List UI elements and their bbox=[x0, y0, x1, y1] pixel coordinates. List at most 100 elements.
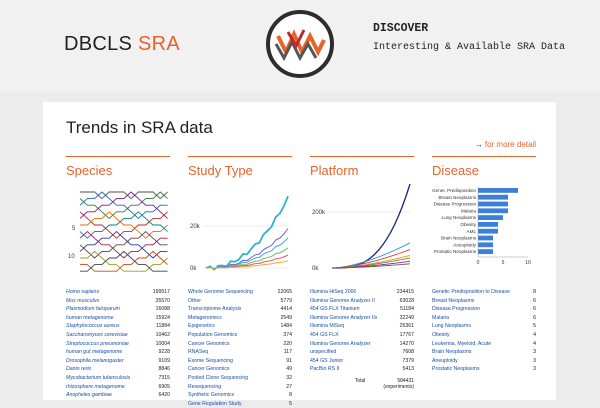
disease-row[interactable]: Aneuploidy 3 bbox=[432, 357, 536, 366]
study-row[interactable]: Cancer Genomics 220 bbox=[188, 340, 292, 349]
platform-row[interactable]: Illumina HiSeq 2000 234415 bbox=[310, 288, 414, 297]
species-row[interactable]: Mus musculus 35570 bbox=[66, 297, 170, 306]
platform-row-label[interactable]: unspecified bbox=[310, 349, 337, 356]
study-row[interactable]: Pooled Clone Sequencing 32 bbox=[188, 374, 292, 383]
platform-row-label[interactable]: Illumina Genome Analyzer II bbox=[310, 297, 375, 304]
disease-row[interactable]: Brain Neoplasms 3 bbox=[432, 348, 536, 357]
species-row[interactable]: Streptococcus pneumoniae 10004 bbox=[66, 340, 170, 349]
species-row-label[interactable]: Streptococcus pneumoniae bbox=[66, 340, 129, 347]
platform-row[interactable]: unspecified 7608 bbox=[310, 348, 414, 357]
platform-row[interactable]: PacBio RS II 5413 bbox=[310, 365, 414, 374]
disease-row[interactable]: Lung Neoplasms 5 bbox=[432, 322, 536, 331]
platform-row-label[interactable]: 454 GS FLX Titanium bbox=[310, 306, 360, 313]
species-row[interactable]: Plasmodium falciparum 16088 bbox=[66, 305, 170, 314]
study-row-label[interactable]: Metagenomics bbox=[188, 314, 222, 321]
species-row[interactable]: Saccharomyces cerevisiae 10462 bbox=[66, 331, 170, 340]
species-row-label[interactable]: Homo sapiens bbox=[66, 289, 100, 295]
brand-logo[interactable]: DBCLS SRA bbox=[64, 33, 180, 56]
species-row[interactable]: Anopheles gambiae 6420 bbox=[66, 391, 170, 400]
platform-heading[interactable]: Platform bbox=[310, 156, 414, 182]
disease-row-label[interactable]: Leukemia, Myeloid, Acute bbox=[432, 340, 492, 347]
species-row-label[interactable]: rhizosphere metagenome bbox=[66, 383, 125, 390]
species-row[interactable]: Mycobacterium tuberculosis 7315 bbox=[66, 374, 170, 383]
study-row-label[interactable]: Cancer Genomics bbox=[188, 366, 230, 373]
study-row-label[interactable]: Other bbox=[188, 297, 201, 304]
species-row-label[interactable]: Drosophila melanogaster bbox=[66, 357, 124, 364]
study-row[interactable]: Synthetic Genomics 8 bbox=[188, 391, 292, 400]
study-row-label[interactable]: Synthetic Genomics bbox=[188, 392, 235, 399]
platform-row-label[interactable]: Illumina Genome Analyzer IIx bbox=[310, 314, 378, 321]
species-row[interactable]: Danio rerio 8846 bbox=[66, 365, 170, 374]
species-heading[interactable]: Species bbox=[66, 156, 170, 182]
disease-row[interactable]: Obesity 4 bbox=[432, 331, 536, 340]
species-row[interactable]: human metagenome 15924 bbox=[66, 314, 170, 323]
disease-row-label[interactable]: Genetic Predisposition to Disease bbox=[432, 289, 510, 295]
disease-row[interactable]: Disease Progression 6 bbox=[432, 305, 536, 314]
species-row-label[interactable]: Danio rerio bbox=[66, 366, 92, 373]
disease-row-label[interactable]: Disease Progression bbox=[432, 306, 480, 313]
platform-row-label[interactable]: 454 GS FLX bbox=[310, 331, 339, 338]
platform-row[interactable]: Illumina MiSeq 25361 bbox=[310, 322, 414, 331]
species-row-label[interactable]: Staphylococcus aureus bbox=[66, 323, 120, 330]
study-row[interactable]: Gene Regulation Study 5 bbox=[188, 400, 292, 408]
species-row-label[interactable]: Anopheles gambiae bbox=[66, 392, 112, 399]
study-row-label[interactable]: Population Genomics bbox=[188, 331, 238, 338]
disease-row-label[interactable]: Breast Neoplasms bbox=[432, 297, 475, 304]
study-row[interactable]: Exome Sequencing 91 bbox=[188, 357, 292, 366]
study-row[interactable]: Population Genomics 374 bbox=[188, 331, 292, 340]
study-row[interactable]: Cancer Genomics 49 bbox=[188, 365, 292, 374]
study-row-label[interactable]: Epigenetics bbox=[188, 323, 215, 330]
disease-row-label[interactable]: Brain Neoplasms bbox=[432, 349, 472, 356]
study-row[interactable]: Epigenetics 1484 bbox=[188, 322, 292, 331]
species-row[interactable]: human gut metagenome 9228 bbox=[66, 348, 170, 357]
disease-row[interactable]: Genetic Predisposition to Disease 8 bbox=[432, 288, 536, 297]
disease-row[interactable]: Leukemia, Myeloid, Acute 4 bbox=[432, 340, 536, 349]
disease-row-label[interactable]: Aneuploidy bbox=[432, 357, 458, 364]
dbcls-emblem-icon[interactable] bbox=[266, 10, 334, 78]
species-row-label[interactable]: human metagenome bbox=[66, 314, 114, 321]
species-row[interactable]: Homo sapiens 199517 bbox=[66, 288, 170, 297]
disease-row[interactable]: Prostatic Neoplasms 3 bbox=[432, 365, 536, 374]
study-row[interactable]: Metagenomics 2549 bbox=[188, 314, 292, 323]
platform-row-label[interactable]: PacBio RS II bbox=[310, 366, 340, 373]
more-detail-link[interactable]: → for more detail bbox=[475, 140, 536, 149]
platform-row[interactable]: Illumina Genome Analyzer 14270 bbox=[310, 340, 414, 349]
disease-row-label[interactable]: Obesity bbox=[432, 331, 450, 338]
platform-row[interactable]: 454 GS Junior 7379 bbox=[310, 357, 414, 366]
species-row[interactable]: rhizosphere metagenome 6905 bbox=[66, 383, 170, 392]
study-row-label[interactable]: Whole Genome Sequencing bbox=[188, 289, 253, 295]
study-row[interactable]: Resequencing 27 bbox=[188, 383, 292, 392]
platform-row-label[interactable]: Illumina MiSeq bbox=[310, 323, 345, 330]
species-row[interactable]: Staphylococcus aureus 11884 bbox=[66, 322, 170, 331]
platform-row[interactable]: Illumina Genome Analyzer IIx 32249 bbox=[310, 314, 414, 323]
disease-row[interactable]: Breast Neoplasms 6 bbox=[432, 297, 536, 306]
species-row-label[interactable]: human gut metagenome bbox=[66, 349, 123, 356]
study-row-label[interactable]: Pooled Clone Sequencing bbox=[188, 374, 248, 381]
study-row-label[interactable]: Gene Regulation Study bbox=[188, 400, 242, 407]
platform-row-label[interactable]: 454 GS Junior bbox=[310, 357, 344, 364]
platform-row-label[interactable]: Illumina HiSeq 2000 bbox=[310, 289, 357, 295]
disease-row-label[interactable]: Malaria bbox=[432, 314, 450, 321]
study-row[interactable]: Other 5779 bbox=[188, 297, 292, 306]
study-row-label[interactable]: Cancer Genomics bbox=[188, 340, 230, 347]
species-row[interactable]: Drosophila melanogaster 9109 bbox=[66, 357, 170, 366]
platform-row[interactable]: 454 GS FLX 17767 bbox=[310, 331, 414, 340]
study-row-label[interactable]: Transcriptome Analysis bbox=[188, 306, 242, 313]
platform-row[interactable]: 454 GS FLX Titanium 51184 bbox=[310, 305, 414, 314]
platform-row-label[interactable]: Illumina Genome Analyzer bbox=[310, 340, 371, 347]
study-row[interactable]: RNASeq 117 bbox=[188, 348, 292, 357]
study-type-heading[interactable]: Study Type bbox=[188, 156, 292, 182]
study-row-label[interactable]: Resequencing bbox=[188, 383, 222, 390]
study-row-label[interactable]: Exome Sequencing bbox=[188, 357, 233, 364]
platform-row[interactable]: Illumina Genome Analyzer II 63028 bbox=[310, 297, 414, 306]
study-row[interactable]: Transcriptome Analysis 4414 bbox=[188, 305, 292, 314]
study-row[interactable]: Whole Genome Sequencing 22065 bbox=[188, 288, 292, 297]
species-row-label[interactable]: Mus musculus bbox=[66, 297, 100, 304]
species-row-label[interactable]: Plasmodium falciparum bbox=[66, 306, 120, 313]
disease-row-label[interactable]: Prostatic Neoplasms bbox=[432, 366, 480, 373]
study-row-label[interactable]: RNASeq bbox=[188, 349, 209, 356]
species-row-label[interactable]: Saccharomyces cerevisiae bbox=[66, 331, 128, 338]
species-row-label[interactable]: Mycobacterium tuberculosis bbox=[66, 374, 131, 381]
disease-row[interactable]: Malaria 6 bbox=[432, 314, 536, 323]
disease-heading[interactable]: Disease bbox=[432, 156, 536, 182]
